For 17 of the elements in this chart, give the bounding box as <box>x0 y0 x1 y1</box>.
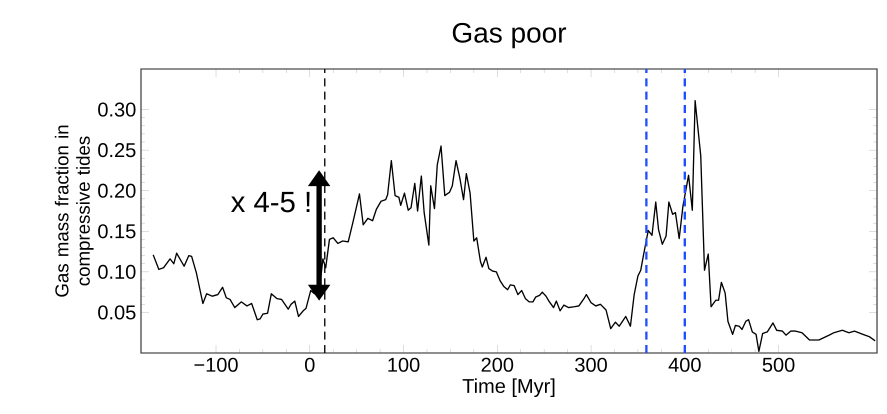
y-tick-label: 0.05 <box>98 305 136 320</box>
chart-title: Gas poor <box>452 22 566 48</box>
y-tick-label: 0.25 <box>98 143 136 158</box>
x-tick-label: 0 <box>304 358 315 372</box>
x-tick-label: 300 <box>575 358 607 372</box>
y-tick-label: 0.15 <box>98 224 136 238</box>
annotation: x 4-5 ! <box>231 192 310 212</box>
x-tick-label: 400 <box>668 358 701 372</box>
y-axis-title: Gas mass fraction in compressive tides <box>54 126 94 297</box>
x-axis-title: Time [Myr] <box>462 378 554 397</box>
y-tick-label: 0.30 <box>98 102 136 117</box>
x-tick-label: 100 <box>388 358 420 372</box>
x-tick-label: −100 <box>194 358 238 372</box>
x-tick-label: 500 <box>762 358 794 372</box>
y-tick-label: 0.10 <box>98 264 136 279</box>
x-tick-label: 200 <box>482 358 514 372</box>
y-tick-label: 0.20 <box>98 184 136 198</box>
